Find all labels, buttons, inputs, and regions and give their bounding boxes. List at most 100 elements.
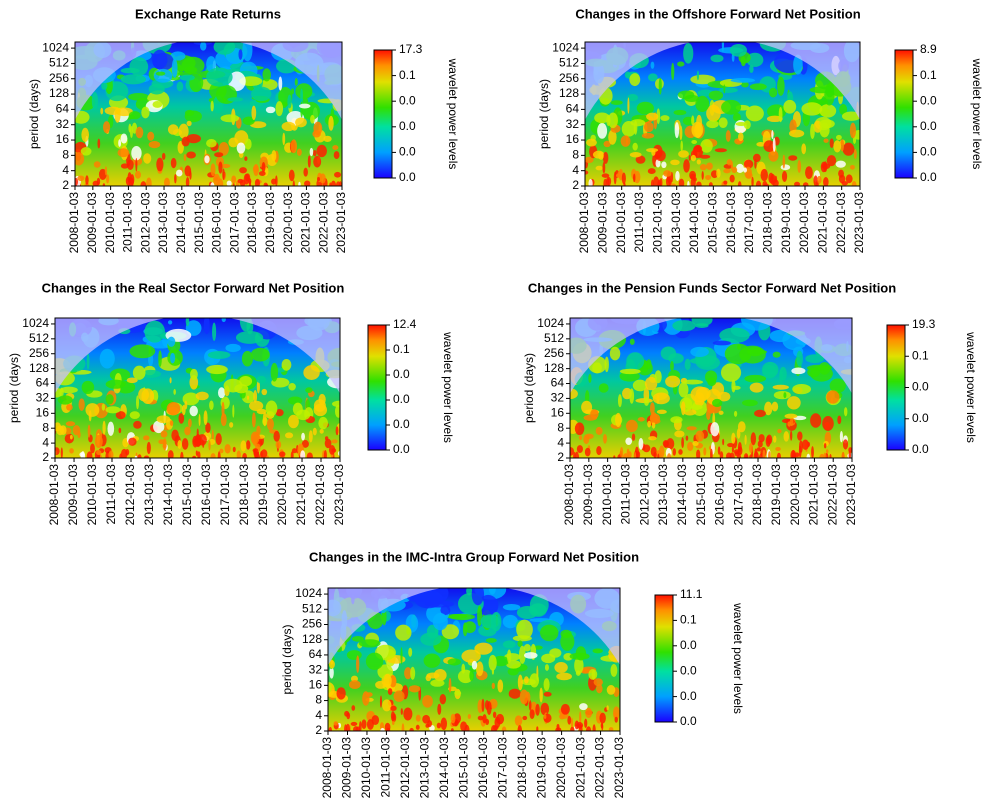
x-tick-label: 2016-01-03 — [476, 737, 490, 799]
heat-blob — [670, 159, 680, 166]
y-tick-label: 256 — [29, 346, 49, 360]
y-tick-label: 8 — [572, 148, 579, 162]
x-tick-label: 2015-01-03 — [706, 192, 720, 254]
heat-blob — [656, 393, 660, 405]
heat-blob — [708, 182, 713, 186]
heat-blob — [793, 54, 803, 75]
heat-blob — [282, 132, 286, 146]
heat-blob — [271, 150, 277, 162]
heat-blob — [788, 155, 798, 161]
heat-blob — [93, 161, 101, 168]
heat-blob — [241, 350, 253, 367]
x-tick-label: 2022-01-03 — [825, 464, 839, 526]
heat-blob — [162, 443, 167, 449]
heat-blob — [598, 151, 604, 160]
y-tick-label: 2 — [315, 723, 322, 737]
heat-blob — [671, 62, 675, 81]
heat-blob — [773, 435, 777, 443]
heat-blob — [69, 434, 73, 440]
colorbar-tick-label: 0.1 — [912, 348, 929, 362]
heat-blob — [250, 121, 267, 129]
heat-blob — [242, 453, 247, 458]
heat-blob — [631, 433, 636, 441]
x-tick-label: 2011-01-03 — [104, 464, 118, 525]
x-tick-label: 2014-01-03 — [437, 737, 451, 799]
x-tick-label: 2015-01-03 — [180, 464, 194, 526]
colorbar-tick-label: 0.1 — [920, 68, 937, 82]
heat-blob — [731, 445, 734, 453]
colorbar — [373, 49, 393, 179]
x-tick-label: 2010-01-03 — [614, 192, 628, 254]
heat-blob — [400, 708, 403, 715]
y-tick-label: 16 — [56, 132, 70, 146]
heat-blob — [97, 138, 101, 149]
heat-blob — [549, 648, 562, 658]
cone-of-influence — [570, 318, 852, 458]
heat-blob — [79, 452, 85, 457]
heat-blob — [524, 676, 529, 684]
x-tick-label: 2019-01-03 — [534, 737, 548, 799]
heat-blob — [837, 415, 842, 425]
heat-blob — [330, 659, 333, 665]
heat-blob — [579, 711, 582, 725]
heat-blob — [634, 451, 637, 458]
heat-blob — [78, 398, 85, 411]
heat-blob — [440, 717, 448, 731]
heat-blob — [678, 150, 689, 158]
heat-blob — [506, 649, 512, 664]
heat-blob — [144, 320, 165, 343]
heat-blob — [303, 167, 308, 177]
heat-blob — [684, 94, 700, 103]
heat-blob — [738, 132, 744, 142]
heat-blob — [346, 650, 362, 660]
heat-blob — [298, 181, 301, 186]
heat-blob — [638, 437, 644, 450]
heat-blob — [810, 123, 815, 140]
heat-blob — [523, 644, 531, 652]
heat-blob — [153, 68, 173, 83]
x-tick-label: 2021-01-03 — [816, 192, 830, 254]
heat-blob — [221, 318, 226, 323]
heat-blob — [570, 717, 574, 730]
heat-blob — [485, 638, 497, 643]
heat-blob — [629, 152, 642, 158]
heat-blob — [275, 175, 278, 186]
y-tick-label: 4 — [315, 708, 322, 722]
heat-blob — [306, 452, 313, 458]
heat-blob — [126, 159, 134, 171]
heat-blob — [217, 451, 221, 458]
heat-blob — [128, 123, 132, 133]
heat-blob — [655, 150, 666, 162]
heatmap-field — [55, 318, 340, 458]
heat-blob — [578, 435, 583, 441]
heat-blob — [766, 115, 783, 123]
heat-blob — [807, 367, 820, 378]
colorbar-tick-label: 0.1 — [680, 613, 697, 627]
heat-blob — [519, 689, 529, 705]
heat-blob — [606, 114, 611, 127]
heat-blob — [232, 446, 236, 453]
colorbar-tick-label: 19.3 — [912, 317, 936, 331]
heat-blob — [450, 728, 454, 731]
colorbar-tick-label: 17.3 — [399, 42, 423, 56]
heat-blob — [400, 647, 403, 665]
heat-blob — [731, 379, 736, 393]
heat-blob — [235, 330, 264, 344]
chart-title: Changes in the Real Sector Forward Net P… — [42, 280, 345, 295]
heat-blob — [346, 712, 351, 720]
heat-blob — [273, 430, 280, 442]
heat-blob — [596, 684, 603, 694]
heat-blob — [197, 451, 201, 458]
heat-blob — [99, 348, 115, 369]
plot-frame — [74, 41, 343, 187]
heat-blob — [189, 405, 198, 417]
y-tick-label: 4 — [62, 163, 69, 177]
heat-blob — [647, 168, 656, 175]
heat-blob — [768, 172, 774, 184]
y-tick-label: 64 — [36, 376, 50, 390]
heat-blob — [610, 100, 623, 105]
y-tick-label: 128 — [544, 361, 564, 375]
heat-blob — [410, 666, 416, 680]
heat-blob — [594, 112, 610, 124]
